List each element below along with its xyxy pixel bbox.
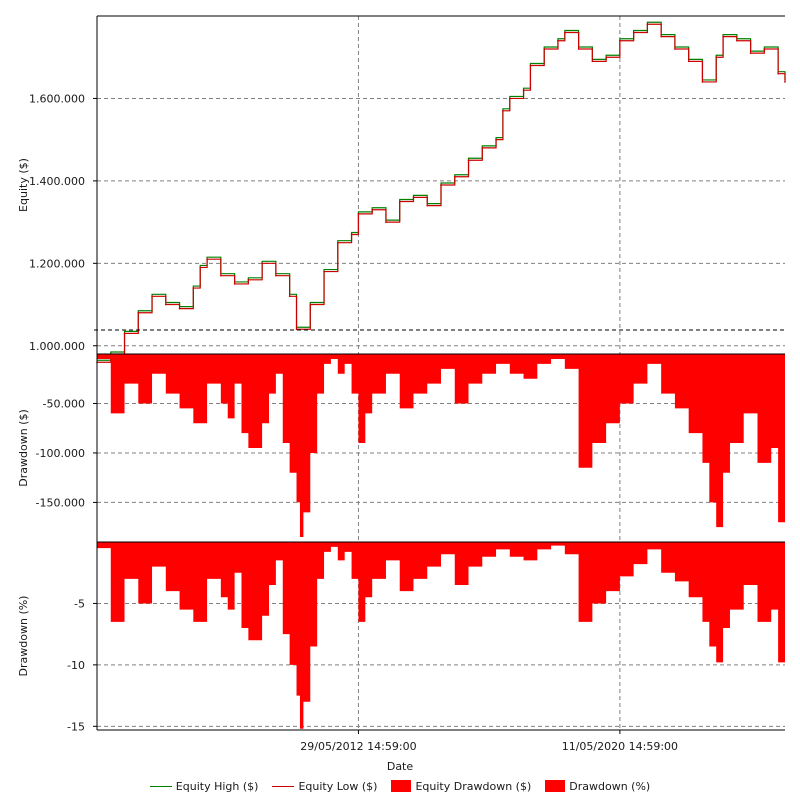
equity-point: [412, 196, 415, 199]
equity-point: [309, 303, 312, 306]
legend-label: Equity High ($): [175, 779, 259, 793]
equity-point: [660, 35, 662, 38]
equity-point: [426, 204, 429, 207]
equity-point: [564, 31, 566, 34]
equity-point: [502, 110, 504, 112]
equity-ytick-label: 1.000.000: [29, 340, 85, 353]
equity-point: [777, 72, 779, 75]
legend-item: Drawdown (%): [545, 778, 650, 794]
equity-point: [591, 60, 594, 63]
equity-point: [165, 303, 167, 306]
drawdown_pct-area: [97, 542, 785, 729]
equity-point: [557, 39, 559, 42]
equity-point: [385, 221, 387, 223]
equity-point: [357, 213, 360, 215]
drawdown_usd-area: [97, 354, 785, 538]
equity-point: [605, 56, 607, 59]
equity-point: [123, 332, 126, 335]
chart-svg: 1.000.000 1.200.000 1.400.000 1.600.000 Equi…: [17, 15, 786, 753]
equity-low-line: [97, 23, 786, 363]
drawdown_usd-y-axis-title: Drawdown ($): [17, 409, 30, 487]
drawdown_pct-y-axis-title: Drawdown (%): [17, 596, 30, 677]
equity-point: [522, 89, 525, 91]
legend-line-swatch: [149, 785, 172, 787]
drawdown_pct-ytick-label: -15: [67, 720, 85, 733]
legend-line-swatch: [272, 785, 295, 787]
equity-point: [632, 31, 635, 34]
legend-box-swatch: [391, 780, 412, 792]
equity-point: [722, 35, 724, 38]
legend-item: Equity High ($): [149, 778, 259, 794]
equity-point: [247, 279, 250, 281]
equity-point: [261, 262, 263, 265]
legend-label: Equity Low ($): [298, 779, 378, 793]
equity-point: [440, 184, 442, 186]
drawdown_pct-ytick-label: -5: [74, 597, 85, 610]
equity-point: [509, 97, 511, 100]
equity-point: [646, 23, 649, 26]
legend-label: Drawdown (%): [569, 779, 651, 793]
equity-point: [337, 241, 339, 244]
chart-legend: Equity High ($) Equity Low ($) Equity Draw…: [0, 778, 800, 794]
equity-point: [619, 39, 621, 42]
equity-point: [736, 39, 738, 42]
drawdown_usd-ytick-label: -150.000: [36, 496, 85, 509]
equity-point: [784, 81, 786, 83]
equity-point: [233, 283, 236, 285]
x-tick-label: 29/05/2012 14:59:00: [300, 740, 416, 753]
drawdown_pct-ytick-label: -10: [67, 659, 85, 672]
equity-point: [763, 48, 766, 50]
equity-point: [295, 328, 298, 331]
equity-ytick-label: 1.200.000: [29, 257, 85, 270]
legend-item: Equity Drawdown ($): [391, 778, 531, 794]
equity-point: [137, 311, 140, 314]
drawdown_usd-ytick-label: -100.000: [36, 447, 85, 460]
equity-point: [288, 295, 291, 298]
equity-point: [495, 138, 497, 141]
equity-point: [529, 64, 532, 67]
equity-point: [350, 233, 353, 236]
drawdown_usd-ytick-label: -50.000: [43, 397, 85, 410]
equity-point: [674, 48, 676, 50]
equity-point: [543, 48, 545, 50]
equity-point: [467, 159, 470, 162]
equity-point: [151, 295, 153, 298]
equity-point: [453, 175, 456, 178]
equity-point: [687, 60, 690, 63]
equity-point: [199, 266, 201, 269]
equity-ytick-label: 1.400.000: [29, 175, 85, 188]
equity-y-axis-title: Equity ($): [17, 158, 30, 212]
equity-point: [371, 208, 374, 211]
equity-point: [206, 258, 208, 260]
equity-point: [749, 52, 752, 54]
equity-point: [481, 147, 484, 149]
equity-ytick-label: 1.600.000: [29, 92, 85, 105]
equity-point: [701, 81, 704, 83]
equity-point: [715, 56, 717, 59]
equity-point: [178, 307, 181, 310]
equity-point: [577, 48, 580, 50]
equity-point: [323, 270, 325, 273]
equity-point: [220, 274, 222, 277]
legend-box-swatch: [545, 780, 566, 792]
x-tick-label: 11/05/2020 14:59:00: [562, 740, 678, 753]
x-axis-title: Date: [386, 760, 414, 773]
equity-point: [275, 274, 277, 277]
equity-point: [398, 200, 401, 203]
legend-label: Equity Drawdown ($): [415, 779, 532, 793]
legend-item: Equity Low ($): [272, 778, 377, 794]
equity-point: [192, 287, 195, 289]
